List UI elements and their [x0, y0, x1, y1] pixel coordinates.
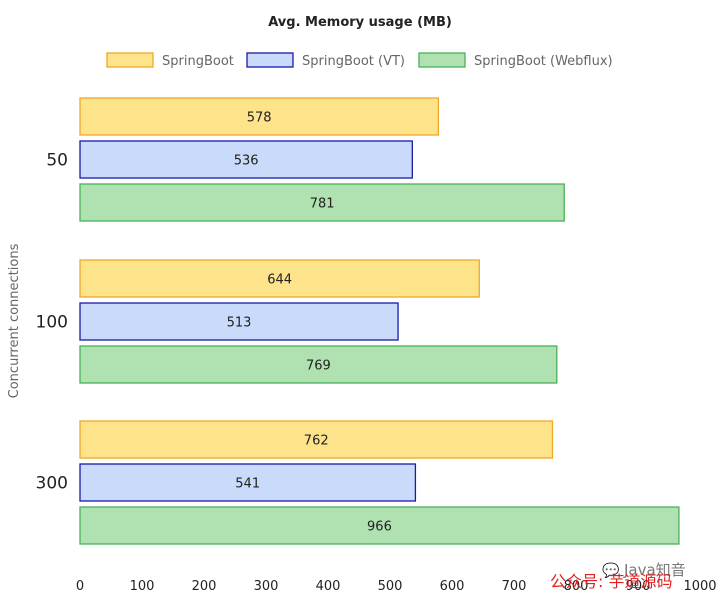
wechat-icon: 💬 [602, 562, 620, 579]
x-tick-label: 0 [76, 579, 84, 594]
watermark-java-text: Java知音 [623, 561, 686, 579]
legend-swatch [106, 52, 154, 68]
x-tick-label: 1000 [683, 579, 716, 594]
x-tick-label: 300 [254, 579, 279, 594]
y-axis-title: Concurrent connections [7, 243, 22, 398]
bar-value-label: 541 [235, 477, 260, 492]
x-tick-label: 700 [502, 579, 527, 594]
bar-value-label: 769 [306, 359, 331, 374]
legend-swatch [246, 52, 294, 68]
bar-value-label: 513 [227, 316, 252, 331]
bar-value-label: 644 [267, 273, 292, 288]
bar [79, 97, 440, 136]
x-tick-label: 400 [316, 579, 341, 594]
x-tick-label: 500 [378, 579, 403, 594]
x-tick-label: 200 [192, 579, 217, 594]
bar [79, 183, 565, 222]
bar-value-label: 762 [304, 434, 329, 449]
bar [79, 345, 558, 384]
legend: SpringBoot SpringBoot (VT) SpringBoot (Web… [106, 52, 613, 69]
bar-value-label: 536 [234, 154, 259, 169]
x-tick-label: 800 [564, 579, 589, 594]
bar-value-label: 966 [367, 520, 392, 535]
y-tick-label: 50 [46, 151, 68, 171]
legend-swatch [418, 52, 466, 68]
y-tick-label: 100 [36, 313, 68, 333]
bar [79, 140, 413, 179]
bar [79, 302, 399, 341]
x-tick-label: 100 [130, 579, 155, 594]
bar-value-label: 578 [247, 111, 272, 126]
watermark-red-text: 公众号: 芋道源码 [550, 572, 672, 591]
bar [79, 506, 680, 545]
x-tick-label: 900 [626, 579, 651, 594]
bar [79, 463, 417, 502]
bar [79, 420, 554, 459]
legend-label: SpringBoot (Webflux) [474, 54, 613, 69]
chart-title: Avg. Memory usage (MB) [268, 15, 452, 30]
bar [79, 259, 480, 298]
legend-label: SpringBoot [162, 54, 234, 69]
x-tick-label: 600 [440, 579, 465, 594]
watermark: 💬 Java知音 公众号: 芋道源码 [550, 561, 686, 591]
plot-area: 578 536 781 50 644 513 769 100 762 541 966 300 0 100 2… [36, 97, 717, 594]
bar-value-label: 781 [310, 197, 335, 212]
legend-label: SpringBoot (VT) [302, 54, 405, 69]
y-tick-label: 300 [36, 474, 68, 494]
